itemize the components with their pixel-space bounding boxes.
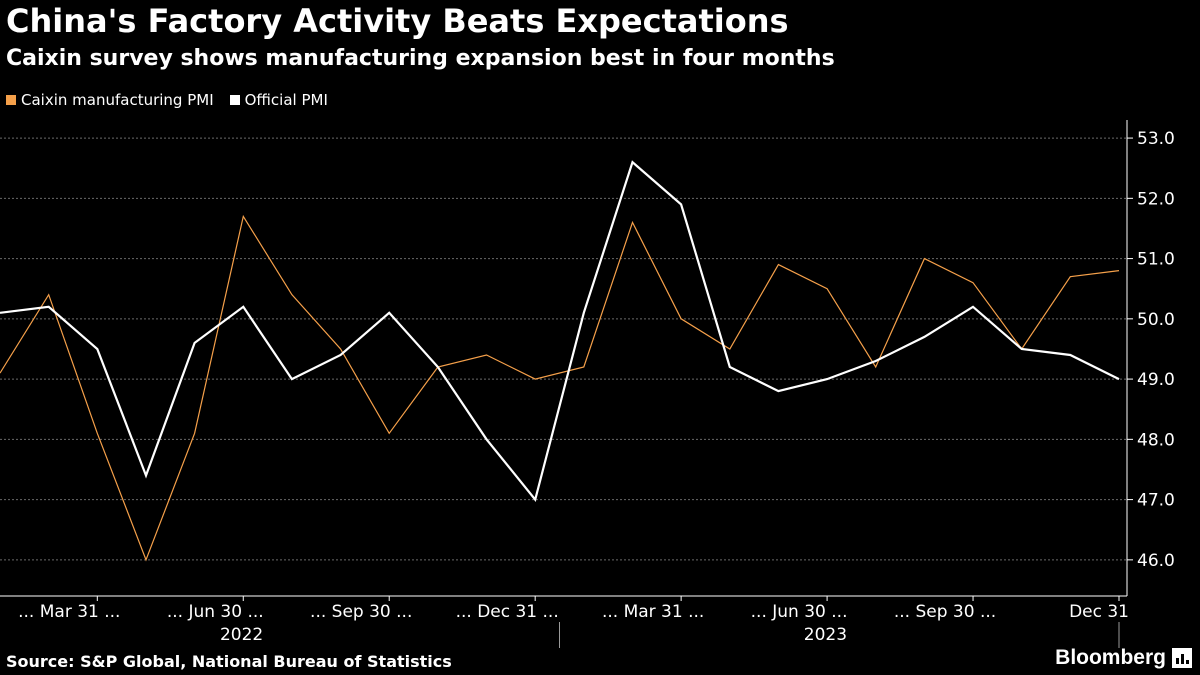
x-tick-label: ... Dec 31 ...: [456, 602, 559, 622]
grid-layer: [0, 137, 1127, 561]
bloomberg-logo-icon: [1172, 648, 1192, 668]
legend-swatch-caixin: [6, 95, 16, 105]
y-tick-label: 53.0: [1137, 129, 1175, 149]
official-pmi-line: [0, 160, 1120, 502]
brand-name: Bloomberg: [1055, 646, 1166, 669]
axis-layer: 53.0 52.0 51.0 50.0 49.0 48.0 47.0 46.0 ... Mar …: [0, 120, 1175, 648]
y-tick-label: 50.0: [1137, 310, 1175, 330]
brand: Bloomberg: [1055, 646, 1192, 670]
x-tick-label: Dec 31: [1069, 602, 1129, 622]
series-layer: [0, 160, 1120, 562]
caixin-pmi-line: [0, 214, 1120, 562]
legend-item-official: Official PMI: [229, 91, 328, 109]
legend-label-caixin: Caixin manufacturing PMI: [21, 91, 214, 109]
source-note: Source: S&P Global, National Bureau of S…: [6, 652, 452, 671]
chart-subtitle: Caixin survey shows manufacturing expans…: [6, 46, 835, 71]
x-tick-label: ... Jun 30 ...: [751, 602, 848, 622]
chart-title: China's Factory Activity Beats Expectati…: [6, 2, 789, 40]
legend: Caixin manufacturing PMI Official PMI: [6, 91, 328, 109]
year-label-2023: 2023: [804, 625, 847, 645]
y-tick-label: 49.0: [1137, 370, 1175, 390]
x-tick-label: ... Sep 30 ...: [310, 602, 412, 622]
y-tick-label: 52.0: [1137, 189, 1175, 209]
year-label-2022: 2022: [220, 625, 263, 645]
x-tick-label: ... Mar 31 ...: [602, 602, 704, 622]
legend-item-caixin: Caixin manufacturing PMI: [6, 91, 214, 109]
x-tick-label: ... Sep 30 ...: [894, 602, 996, 622]
y-tick-label: 51.0: [1137, 250, 1175, 270]
x-tick-label: ... Mar 31 ...: [18, 602, 120, 622]
y-tick-label: 47.0: [1137, 491, 1175, 511]
legend-label-official: Official PMI: [244, 91, 328, 109]
y-tick-label: 48.0: [1137, 430, 1175, 450]
x-tick-label: ... Jun 30 ...: [167, 602, 264, 622]
legend-swatch-official: [229, 95, 240, 105]
y-tick-label: 46.0: [1137, 551, 1175, 571]
